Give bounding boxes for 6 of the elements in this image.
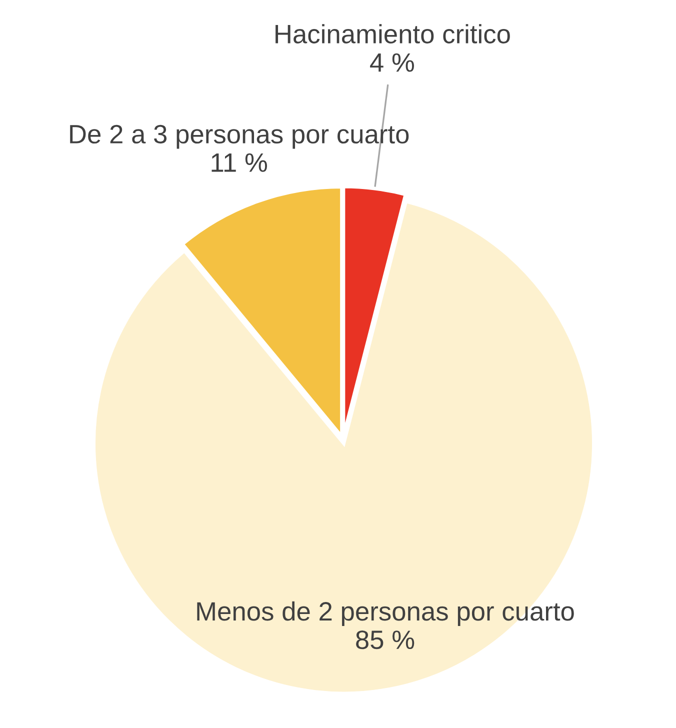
data-label: 85 % xyxy=(356,630,414,650)
data-label: 11 % xyxy=(212,153,267,172)
slice-label: Menos de 2 personas por cuarto xyxy=(197,601,574,626)
slice-label: Hacinamiento critico xyxy=(276,24,510,44)
data-label: 4 % xyxy=(370,53,414,72)
slice-label: De 2 a 3 personas por cuarto xyxy=(70,124,409,149)
